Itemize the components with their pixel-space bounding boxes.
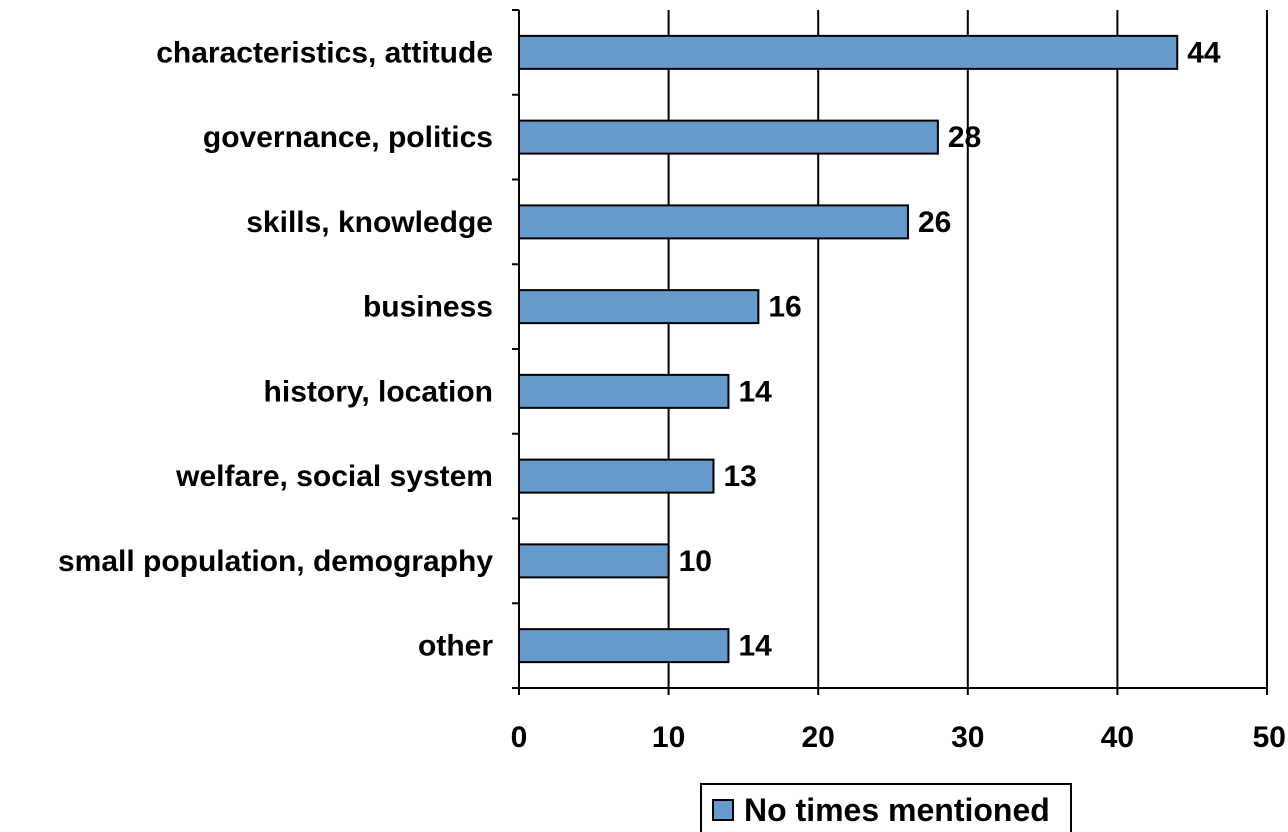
data-label: 44 bbox=[1187, 36, 1221, 69]
data-label: 10 bbox=[679, 545, 712, 578]
data-label: 14 bbox=[738, 375, 772, 408]
category-labels: characteristics, attitude governance, pol… bbox=[58, 36, 493, 662]
bar bbox=[518, 628, 730, 664]
data-label: 28 bbox=[948, 121, 981, 154]
data-label: 14 bbox=[738, 630, 772, 663]
data-label: 26 bbox=[918, 206, 951, 239]
data-labels: 44 28 26 16 14 13 10 14 bbox=[679, 36, 1221, 662]
bar bbox=[518, 204, 909, 240]
category-label: characteristics, attitude bbox=[156, 36, 493, 69]
x-tick-label: 40 bbox=[1101, 721, 1134, 754]
bar bbox=[518, 289, 760, 325]
x-tick-label: 0 bbox=[511, 721, 528, 754]
bar bbox=[518, 458, 715, 494]
bars bbox=[518, 34, 1179, 664]
category-label: skills, knowledge bbox=[246, 206, 493, 239]
data-label: 16 bbox=[768, 291, 801, 324]
category-label: welfare, social system bbox=[175, 460, 493, 493]
gridlines bbox=[667, 10, 1268, 688]
bar bbox=[518, 373, 730, 409]
category-label: governance, politics bbox=[203, 121, 493, 154]
bar bbox=[518, 543, 670, 579]
data-label: 13 bbox=[723, 460, 756, 493]
legend: No times mentioned bbox=[700, 783, 1072, 832]
legend-label: No times mentioned bbox=[744, 792, 1050, 828]
x-tick-label: 10 bbox=[652, 721, 685, 754]
category-label: business bbox=[363, 291, 493, 324]
x-tick-label: 50 bbox=[1253, 721, 1286, 754]
bar bbox=[518, 34, 1179, 70]
x-tick-label: 30 bbox=[951, 721, 984, 754]
legend-box bbox=[700, 783, 1072, 832]
x-tick-labels: 0 10 20 30 40 50 bbox=[511, 721, 1286, 754]
category-label: other bbox=[418, 630, 493, 663]
bar bbox=[518, 119, 939, 155]
x-tick-label: 20 bbox=[802, 721, 835, 754]
category-label: history, location bbox=[264, 375, 493, 408]
legend-swatch bbox=[712, 799, 734, 821]
category-label: small population, demography bbox=[58, 545, 493, 578]
axes bbox=[512, 9, 1268, 695]
